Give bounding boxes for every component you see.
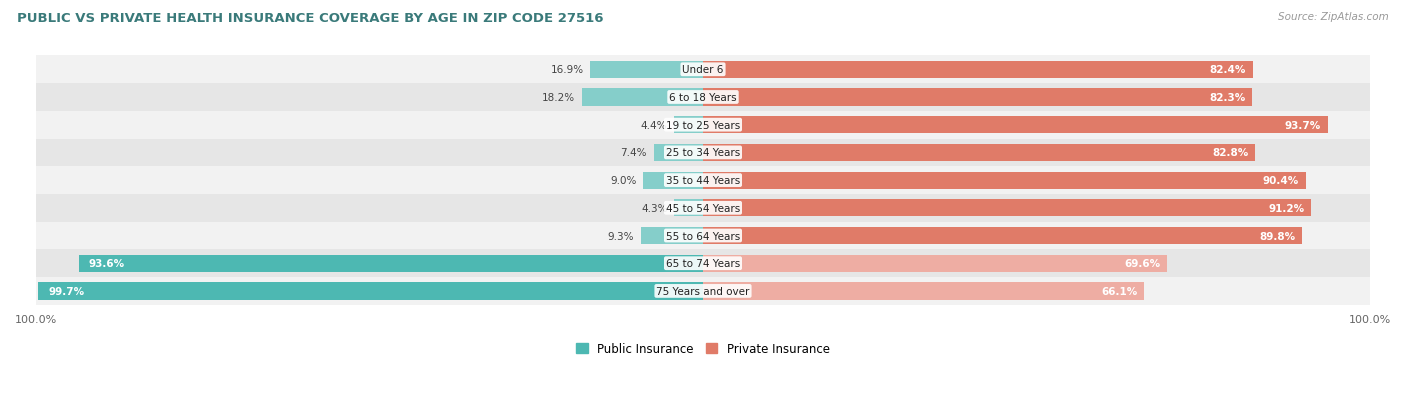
Bar [703,117,1327,134]
Bar [37,84,1369,112]
Bar [703,200,1312,217]
Text: 65 to 74 Years: 65 to 74 Years [666,259,740,268]
Text: 6 to 18 Years: 6 to 18 Years [669,93,737,103]
Bar [654,145,703,161]
Text: 55 to 64 Years: 55 to 64 Years [666,231,740,241]
Bar [37,56,1369,84]
Bar [703,228,1302,244]
Bar [703,255,1167,272]
Text: 9.3%: 9.3% [607,231,634,241]
Text: 69.6%: 69.6% [1125,259,1160,268]
Bar [703,282,1144,300]
Text: 82.3%: 82.3% [1209,93,1246,103]
Text: 25 to 34 Years: 25 to 34 Years [666,148,740,158]
Text: 4.3%: 4.3% [641,203,668,213]
Legend: Public Insurance, Private Insurance: Public Insurance, Private Insurance [571,337,835,360]
Bar [703,145,1256,161]
Text: Source: ZipAtlas.com: Source: ZipAtlas.com [1278,12,1389,22]
Bar [37,278,1369,305]
Text: 90.4%: 90.4% [1263,176,1299,186]
Text: 93.7%: 93.7% [1285,121,1322,131]
Bar [37,222,1369,250]
Text: 16.9%: 16.9% [551,65,583,75]
Text: 93.6%: 93.6% [89,259,125,268]
Bar [37,139,1369,167]
Text: 82.8%: 82.8% [1212,148,1249,158]
Text: Under 6: Under 6 [682,65,724,75]
Text: 99.7%: 99.7% [48,286,84,296]
Bar [582,89,703,106]
Text: PUBLIC VS PRIVATE HEALTH INSURANCE COVERAGE BY AGE IN ZIP CODE 27516: PUBLIC VS PRIVATE HEALTH INSURANCE COVER… [17,12,603,25]
Bar [641,228,703,244]
Bar [673,117,703,134]
Text: 35 to 44 Years: 35 to 44 Years [666,176,740,186]
Bar [37,250,1369,278]
Bar [703,172,1306,189]
Text: 4.4%: 4.4% [641,121,666,131]
Text: 89.8%: 89.8% [1258,231,1295,241]
Bar [37,112,1369,139]
Bar [643,172,703,189]
Text: 91.2%: 91.2% [1268,203,1305,213]
Bar [591,62,703,78]
Text: 7.4%: 7.4% [620,148,647,158]
Text: 18.2%: 18.2% [541,93,575,103]
Text: 45 to 54 Years: 45 to 54 Years [666,203,740,213]
Bar [703,89,1251,106]
Text: 19 to 25 Years: 19 to 25 Years [666,121,740,131]
Text: 66.1%: 66.1% [1101,286,1137,296]
Bar [675,200,703,217]
Bar [37,195,1369,222]
Bar [38,282,703,300]
Bar [37,167,1369,195]
Bar [703,62,1253,78]
Text: 9.0%: 9.0% [610,176,637,186]
Bar [79,255,703,272]
Text: 82.4%: 82.4% [1209,65,1246,75]
Text: 75 Years and over: 75 Years and over [657,286,749,296]
